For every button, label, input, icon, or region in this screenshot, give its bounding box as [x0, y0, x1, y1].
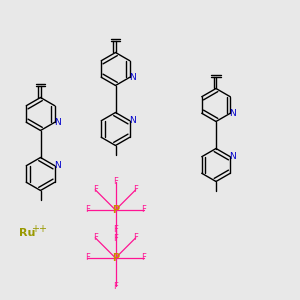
Text: F: F	[113, 234, 118, 243]
Text: F: F	[85, 206, 90, 214]
Text: F: F	[141, 254, 146, 262]
Text: F: F	[113, 177, 118, 186]
Text: N: N	[54, 161, 61, 170]
Text: N: N	[229, 109, 236, 118]
Text: F: F	[113, 282, 118, 291]
Text: F: F	[133, 185, 138, 194]
Text: F: F	[141, 206, 146, 214]
Text: Ru: Ru	[20, 227, 36, 238]
Text: F: F	[85, 254, 90, 262]
Text: ++: ++	[31, 224, 47, 235]
Text: F: F	[93, 185, 98, 194]
Text: N: N	[129, 73, 136, 82]
Text: N: N	[229, 152, 236, 161]
Text: N: N	[54, 118, 61, 127]
Text: P: P	[112, 205, 119, 215]
Text: F: F	[93, 233, 98, 242]
Text: F: F	[133, 233, 138, 242]
Text: F: F	[113, 225, 118, 234]
Text: N: N	[129, 116, 136, 125]
Text: P: P	[112, 253, 119, 263]
